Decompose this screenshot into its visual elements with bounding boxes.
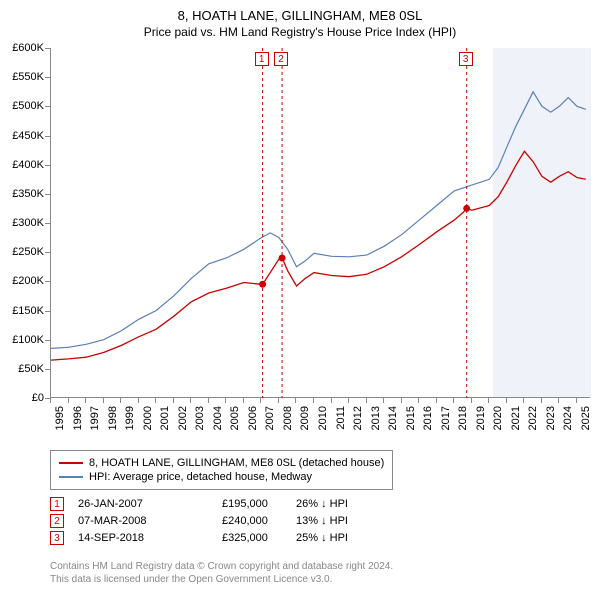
y-axis-tick-label: £200K (0, 275, 44, 287)
event-row: 2 07-MAR-2008 £240,000 13% ↓ HPI (50, 514, 348, 528)
x-axis-tick-label: 2012 (352, 406, 364, 430)
chart-plot-area: 123£0£50K£100K£150K£200K£250K£300K£350K£… (50, 48, 590, 398)
event-marker-box: 1 (50, 497, 64, 511)
y-axis-tick-label: £250K (0, 246, 44, 258)
chart-vline-marker: 1 (255, 52, 269, 66)
x-axis-tick-label: 2023 (545, 406, 557, 430)
event-hpi-delta: 25% ↓ HPI (296, 532, 348, 544)
x-axis-tick-label: 2024 (562, 406, 574, 430)
x-axis-tick-label: 2005 (229, 406, 241, 430)
event-hpi-delta: 26% ↓ HPI (296, 498, 348, 510)
chart-titles: 8, HOATH LANE, GILLINGHAM, ME8 0SL Price… (0, 0, 600, 39)
y-axis-tick-label: £350K (0, 188, 44, 200)
event-date: 07-MAR-2008 (78, 515, 188, 527)
chart-vline-marker: 3 (459, 52, 473, 66)
y-axis-tick-label: £50K (0, 363, 44, 375)
event-price: £195,000 (202, 498, 282, 510)
footer-attribution: Contains HM Land Registry data © Crown c… (50, 560, 393, 586)
x-axis-tick-label: 2011 (335, 406, 347, 430)
x-axis-tick-label: 1995 (54, 406, 66, 430)
x-axis-tick-label: 2001 (159, 406, 171, 430)
y-axis-tick-label: £100K (0, 334, 44, 346)
event-price: £325,000 (202, 532, 282, 544)
legend-label: HPI: Average price, detached house, Medw… (89, 471, 312, 483)
x-axis-tick-label: 2021 (510, 406, 522, 430)
x-axis-tick-label: 1997 (89, 406, 101, 430)
x-axis-tick-label: 2009 (299, 406, 311, 430)
footer-line: This data is licensed under the Open Gov… (50, 573, 393, 586)
event-price: £240,000 (202, 515, 282, 527)
legend-label: 8, HOATH LANE, GILLINGHAM, ME8 0SL (deta… (89, 457, 384, 469)
x-axis-tick-label: 1996 (72, 406, 84, 430)
footer-line: Contains HM Land Registry data © Crown c… (50, 560, 393, 573)
y-axis-tick-label: £450K (0, 130, 44, 142)
x-axis-tick-label: 2000 (142, 406, 154, 430)
y-axis-tick-label: £0 (0, 392, 44, 404)
x-axis-tick-label: 2004 (212, 406, 224, 430)
x-axis-tick-label: 2018 (457, 406, 469, 430)
chart-title-address: 8, HOATH LANE, GILLINGHAM, ME8 0SL (0, 8, 600, 23)
x-axis-tick-label: 2002 (177, 406, 189, 430)
x-axis-tick-label: 2014 (387, 406, 399, 430)
x-axis-tick-label: 2013 (370, 406, 382, 430)
event-row: 3 14-SEP-2018 £325,000 25% ↓ HPI (50, 531, 348, 545)
event-date: 26-JAN-2007 (78, 498, 188, 510)
y-axis-tick-label: £300K (0, 217, 44, 229)
x-axis-tick-label: 2019 (475, 406, 487, 430)
x-axis-tick-label: 2025 (580, 406, 592, 430)
x-axis-tick-label: 2008 (282, 406, 294, 430)
chart-subtitle: Price paid vs. HM Land Registry's House … (0, 25, 600, 39)
legend-item: HPI: Average price, detached house, Medw… (59, 471, 384, 483)
legend-item: 8, HOATH LANE, GILLINGHAM, ME8 0SL (deta… (59, 457, 384, 469)
x-axis-tick-label: 2007 (264, 406, 276, 430)
x-axis-tick-label: 2022 (527, 406, 539, 430)
y-axis-tick-label: £150K (0, 305, 44, 317)
event-date: 14-SEP-2018 (78, 532, 188, 544)
events-table: 1 26-JAN-2007 £195,000 26% ↓ HPI 2 07-MAR-200… (50, 494, 348, 548)
x-axis-tick-label: 2016 (422, 406, 434, 430)
x-axis-tick-label: 2006 (247, 406, 259, 430)
event-marker-box: 3 (50, 531, 64, 545)
event-marker-box: 2 (50, 514, 64, 528)
legend-swatch (59, 462, 83, 464)
chart-lines-svg (51, 48, 591, 398)
legend-box: 8, HOATH LANE, GILLINGHAM, ME8 0SL (deta… (50, 450, 393, 490)
y-axis-tick-label: £600K (0, 42, 44, 54)
legend-swatch (59, 476, 83, 478)
x-axis-tick-label: 2020 (492, 406, 504, 430)
x-axis-tick-label: 2003 (194, 406, 206, 430)
event-hpi-delta: 13% ↓ HPI (296, 515, 348, 527)
y-axis-tick-label: £550K (0, 71, 44, 83)
x-axis-tick-label: 1999 (124, 406, 136, 430)
x-axis-tick-label: 1998 (107, 406, 119, 430)
x-axis-tick-label: 2017 (440, 406, 452, 430)
x-axis-tick-label: 2010 (317, 406, 329, 430)
y-axis-tick-label: £500K (0, 100, 44, 112)
chart-vline-marker: 2 (274, 52, 288, 66)
plot-box (50, 48, 590, 398)
y-axis-tick-label: £400K (0, 159, 44, 171)
event-row: 1 26-JAN-2007 £195,000 26% ↓ HPI (50, 497, 348, 511)
x-axis-tick-label: 2015 (405, 406, 417, 430)
